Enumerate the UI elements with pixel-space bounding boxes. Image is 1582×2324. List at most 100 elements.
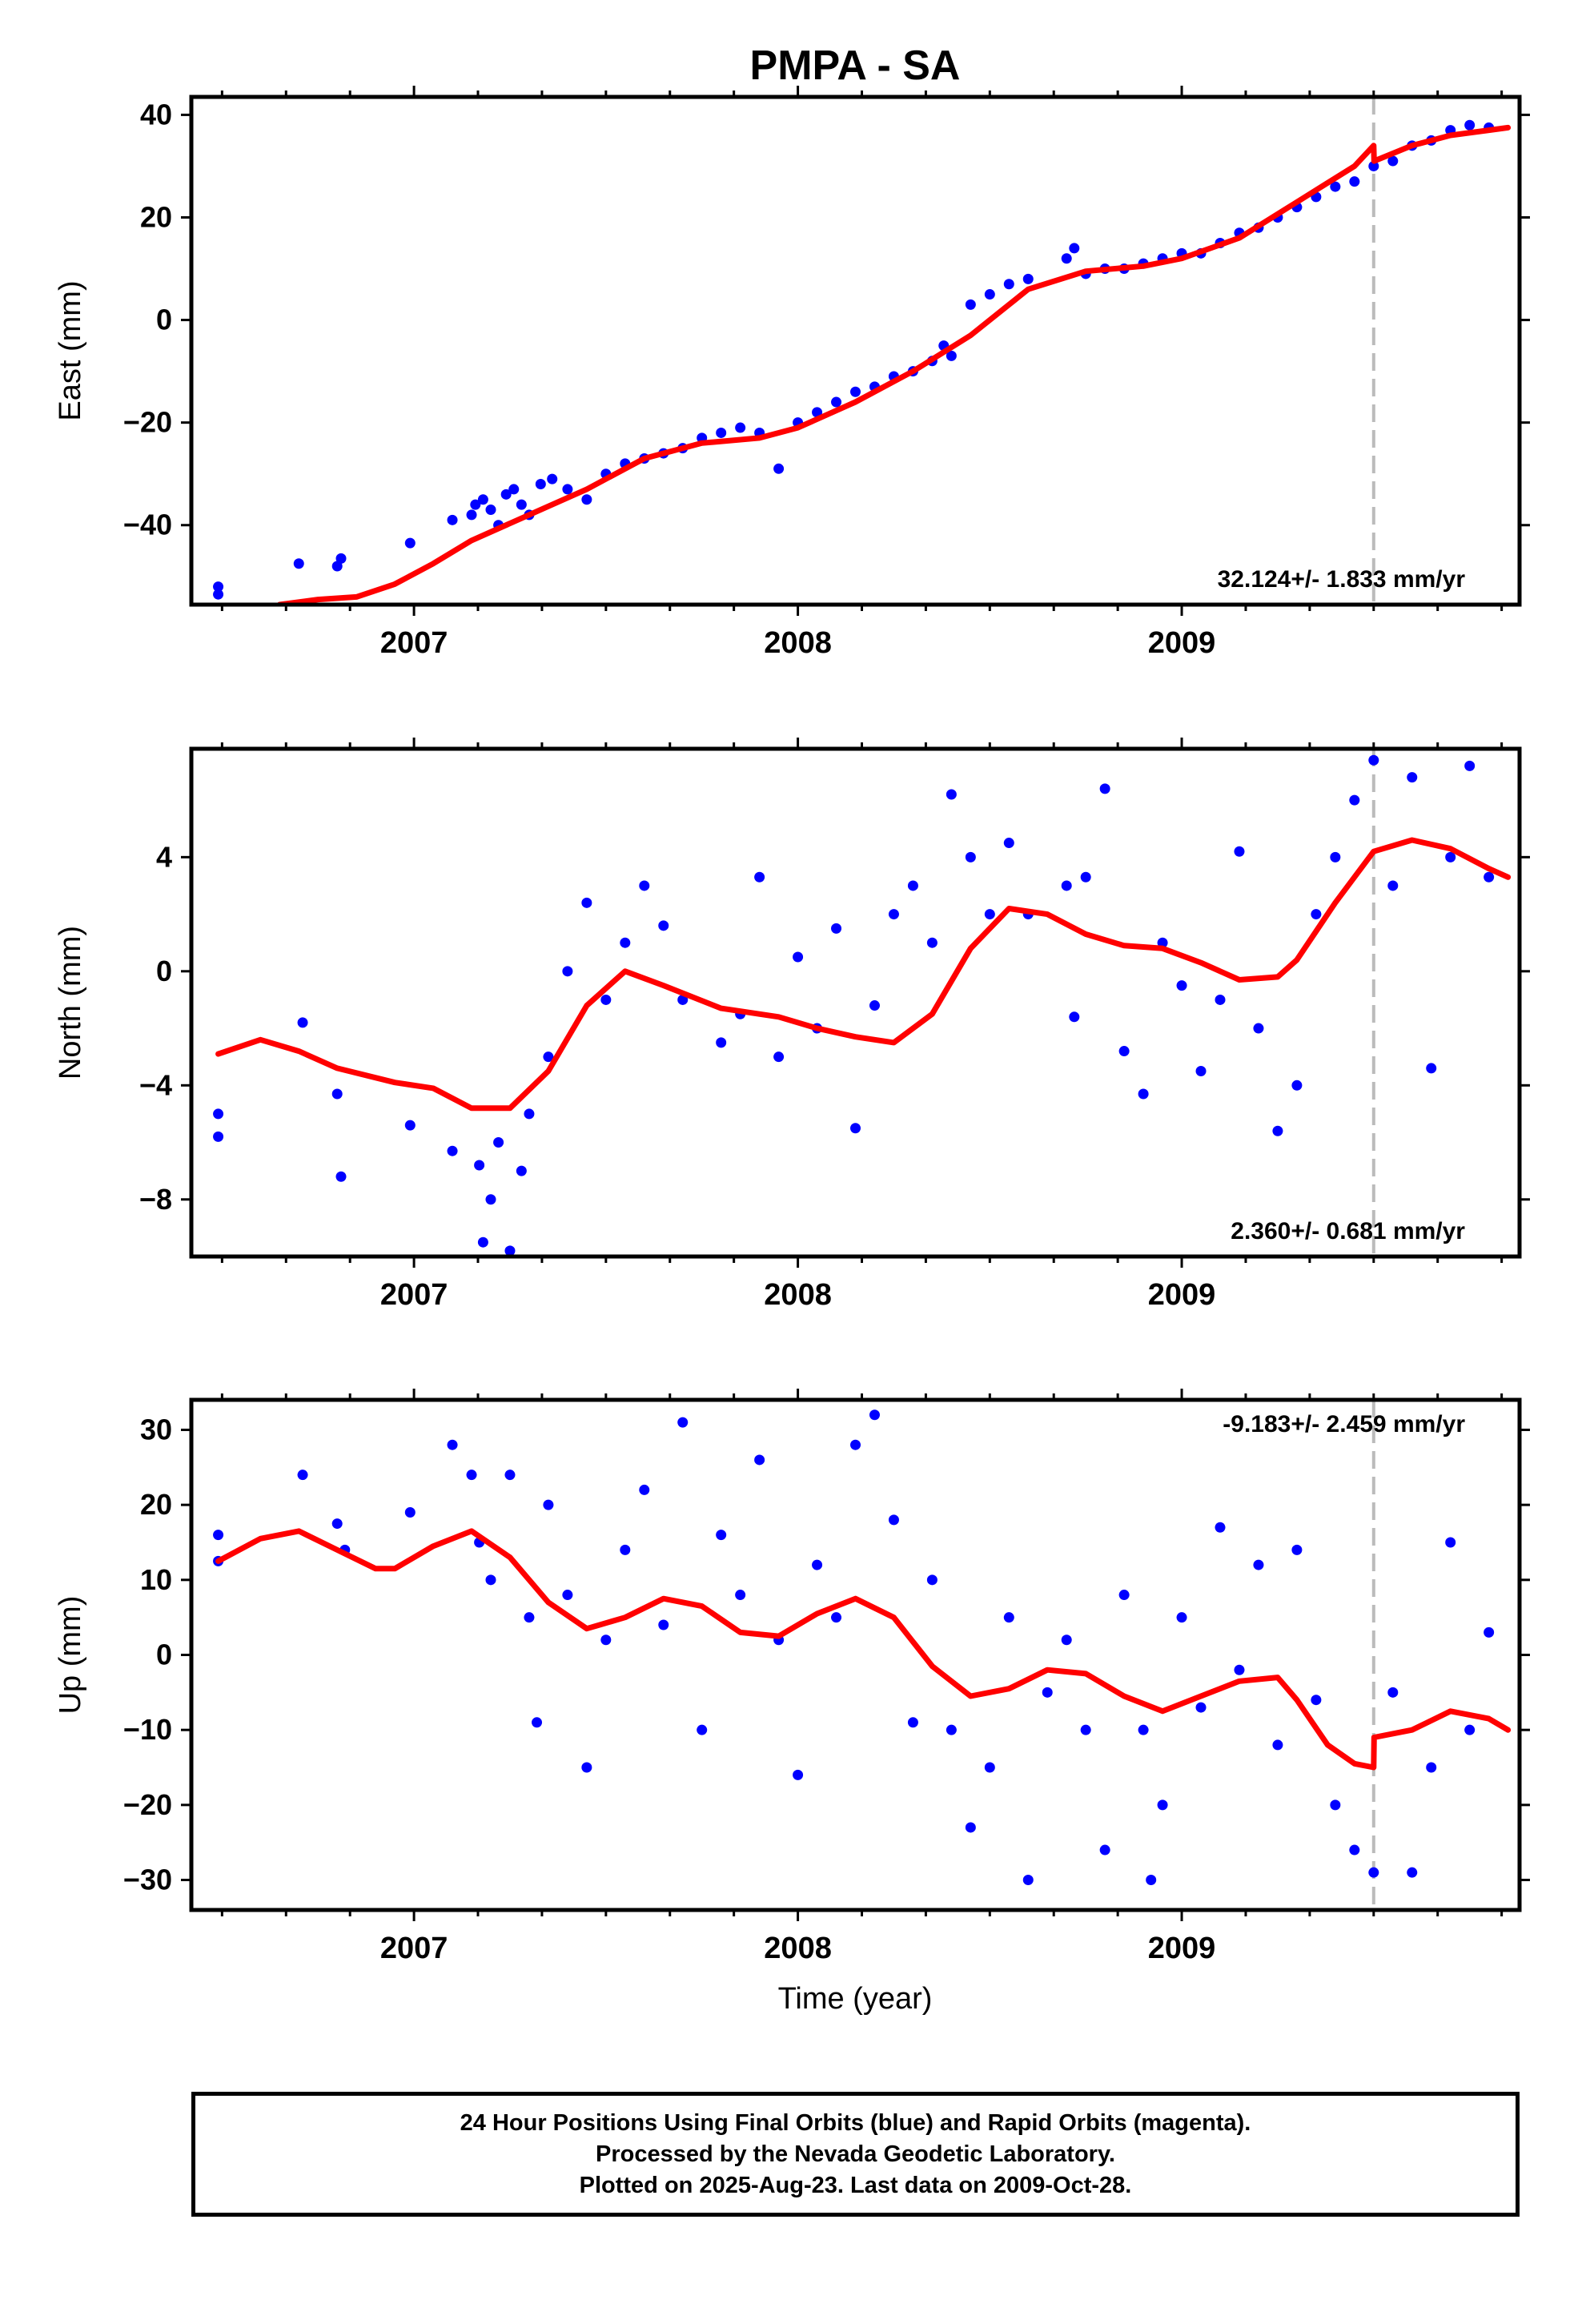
data-point — [716, 427, 727, 438]
y-tick-label: 30 — [140, 1413, 172, 1445]
data-point — [620, 1544, 631, 1555]
data-point — [547, 473, 558, 485]
data-point — [773, 1051, 785, 1063]
data-point — [984, 909, 995, 920]
data-point — [213, 581, 224, 593]
data-point — [677, 1417, 689, 1428]
data-point — [946, 789, 957, 800]
figure-title: PMPA - SA — [750, 42, 961, 89]
data-point — [1215, 994, 1226, 1005]
data-point — [1272, 1125, 1283, 1136]
y-tick-label: 10 — [140, 1563, 172, 1596]
plot-frame — [189, 1397, 1522, 1912]
caption-box: 24 Hour Positions Using Final Orbits (bl… — [191, 2092, 1520, 2217]
data-point — [447, 514, 458, 525]
data-point — [1464, 119, 1476, 131]
data-point — [1022, 273, 1034, 284]
data-point — [532, 1717, 543, 1728]
data-point — [331, 561, 343, 572]
data-point — [1349, 1844, 1360, 1856]
x-tick-label: 2008 — [764, 1932, 832, 1965]
data-point — [466, 509, 477, 521]
data-point — [735, 1590, 746, 1601]
y-tick-label: −30 — [123, 1864, 172, 1896]
y-tick-label: 0 — [156, 955, 172, 987]
data-point — [1157, 937, 1168, 948]
data-point — [1099, 1844, 1110, 1856]
data-point — [500, 489, 512, 500]
data-point — [926, 1574, 938, 1586]
data-point — [504, 1470, 516, 1481]
data-point — [477, 494, 488, 505]
data-point — [1291, 1544, 1303, 1555]
data-point — [793, 1769, 804, 1780]
y-axis-label: Up (mm) — [54, 1596, 87, 1715]
data-point — [1157, 1799, 1168, 1811]
data-point — [562, 1590, 573, 1601]
data-point — [965, 299, 976, 310]
data-point — [716, 1037, 727, 1048]
data-point — [331, 1518, 343, 1530]
data-point — [485, 1574, 496, 1586]
data-point — [1118, 1590, 1130, 1601]
data-point — [639, 1484, 650, 1495]
data-point — [697, 1724, 708, 1735]
data-point — [485, 1194, 496, 1205]
data-point — [1445, 1537, 1456, 1548]
data-point — [1003, 279, 1014, 290]
data-point — [213, 589, 224, 600]
data-point — [504, 1245, 516, 1256]
data-point — [812, 1559, 823, 1570]
data-point — [869, 1000, 880, 1011]
data-point — [1061, 1634, 1072, 1646]
data-point — [600, 994, 612, 1005]
data-point — [1330, 1799, 1341, 1811]
data-point — [888, 1514, 899, 1526]
data-point — [1291, 1080, 1303, 1091]
data-point — [1099, 783, 1110, 794]
rate-annotation: -9.183+/- 2.459 mm/yr — [1223, 1411, 1465, 1437]
data-point — [907, 880, 918, 891]
data-point — [470, 499, 481, 510]
data-point — [1118, 1046, 1130, 1057]
data-point — [946, 350, 957, 361]
data-point — [466, 1470, 477, 1481]
data-point — [335, 553, 347, 564]
data-point — [1387, 880, 1399, 891]
data-point — [1003, 1612, 1014, 1623]
data-point — [404, 1507, 416, 1518]
data-point — [485, 505, 496, 516]
y-tick-label: −4 — [139, 1068, 172, 1101]
data-point — [1253, 1559, 1264, 1570]
data-point — [1349, 794, 1360, 806]
plot-frame — [189, 746, 1522, 1259]
data-point — [850, 1123, 861, 1134]
data-point — [404, 537, 416, 549]
data-point — [831, 1612, 842, 1623]
data-point — [1445, 851, 1456, 862]
data-point — [335, 1171, 347, 1182]
data-point — [946, 1724, 957, 1735]
data-point — [754, 871, 765, 883]
data-point — [1464, 1724, 1476, 1735]
data-point — [213, 1530, 224, 1541]
model-curve — [276, 124, 1512, 605]
data-point — [716, 1530, 727, 1541]
caption-line-2: Processed by the Nevada Geodetic Laborat… — [596, 2141, 1115, 2167]
x-tick-label: 2008 — [764, 626, 832, 660]
data-point — [1330, 181, 1341, 192]
panel-2: 4 0 −4 −8 North (mm) 2007 2008 2009 2.360+/- 0.6… — [54, 738, 1530, 1312]
data-point — [1387, 1687, 1399, 1698]
data-point — [1311, 1695, 1322, 1706]
data-point — [869, 1409, 880, 1421]
data-point — [888, 909, 899, 920]
x-tick-label: 2009 — [1148, 1932, 1216, 1965]
data-point — [1368, 160, 1379, 171]
y-tick-label: −20 — [123, 406, 172, 439]
data-point — [1080, 1724, 1091, 1735]
y-axis-label: East (mm) — [54, 280, 87, 420]
data-point — [1080, 871, 1091, 883]
data-point — [658, 1619, 669, 1630]
data-point — [1407, 772, 1418, 783]
y-tick-label: −8 — [139, 1183, 172, 1216]
